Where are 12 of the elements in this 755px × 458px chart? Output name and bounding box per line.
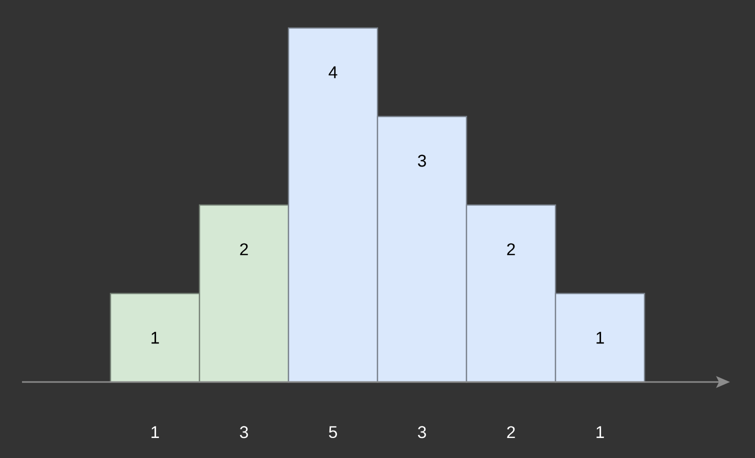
- data-label: 3: [418, 154, 426, 167]
- x-tick-label: 5: [328, 426, 337, 438]
- data-label: 1: [152, 332, 159, 344]
- x-tick-label: 3: [418, 426, 426, 438]
- x-tick-label: 1: [152, 426, 159, 438]
- data-label: 2: [507, 243, 515, 256]
- x-tick-label: 2: [507, 426, 515, 438]
- x-tick-label: 1: [596, 426, 604, 438]
- x-tick-label: 3: [240, 426, 248, 438]
- data-label: 4: [328, 66, 338, 78]
- data-label: 2: [240, 243, 248, 256]
- data-label: 1: [596, 332, 604, 344]
